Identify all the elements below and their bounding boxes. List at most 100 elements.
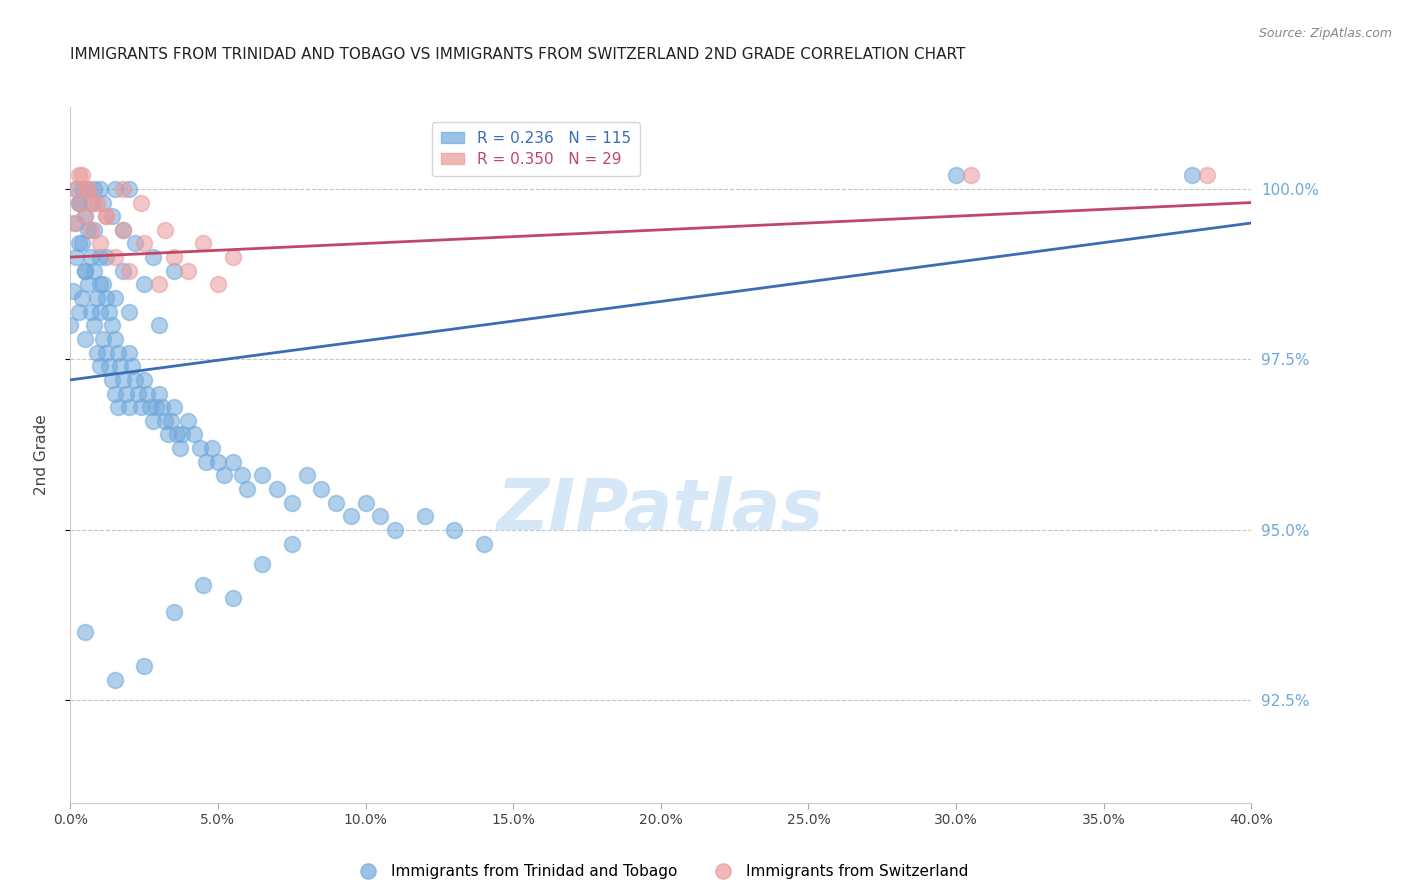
- Point: [139, 400, 162, 414]
- Point: [89, 359, 111, 374]
- Point: [132, 659, 156, 673]
- Point: [89, 304, 111, 318]
- Point: [281, 496, 304, 510]
- Point: [75, 332, 96, 346]
- Legend: Immigrants from Trinidad and Tobago, Immigrants from Switzerland: Immigrants from Trinidad and Tobago, Imm…: [347, 858, 974, 886]
- Point: [112, 223, 135, 237]
- Point: [153, 414, 176, 428]
- Point: [97, 359, 120, 374]
- Point: [70, 182, 93, 196]
- Point: [80, 223, 103, 237]
- Point: [368, 509, 391, 524]
- Point: [222, 250, 245, 264]
- Point: [91, 195, 114, 210]
- Point: [959, 168, 981, 182]
- Point: [75, 264, 96, 278]
- Point: [115, 386, 138, 401]
- Point: [104, 182, 127, 196]
- Point: [129, 400, 152, 414]
- Point: [325, 496, 347, 510]
- Point: [1195, 168, 1218, 182]
- Point: [118, 304, 141, 318]
- Point: [231, 468, 253, 483]
- Point: [183, 427, 205, 442]
- Point: [75, 264, 96, 278]
- Point: [124, 373, 146, 387]
- Point: [162, 400, 186, 414]
- Y-axis label: 2nd Grade: 2nd Grade: [35, 415, 49, 495]
- Point: [162, 250, 186, 264]
- Point: [472, 536, 495, 550]
- Point: [67, 195, 90, 210]
- Point: [145, 400, 167, 414]
- Point: [222, 591, 245, 606]
- Point: [86, 195, 108, 210]
- Point: [169, 441, 191, 455]
- Point: [89, 182, 111, 196]
- Point: [100, 318, 122, 333]
- Point: [148, 277, 170, 292]
- Point: [107, 400, 129, 414]
- Point: [70, 168, 93, 182]
- Point: [945, 168, 967, 182]
- Point: [236, 482, 259, 496]
- Point: [80, 304, 103, 318]
- Point: [121, 359, 143, 374]
- Point: [67, 195, 90, 210]
- Point: [207, 455, 229, 469]
- Point: [354, 496, 377, 510]
- Point: [59, 318, 82, 333]
- Point: [132, 236, 156, 251]
- Point: [62, 284, 84, 298]
- Point: [118, 182, 141, 196]
- Point: [142, 414, 165, 428]
- Point: [67, 304, 90, 318]
- Point: [191, 236, 214, 251]
- Point: [195, 455, 218, 469]
- Point: [89, 236, 111, 251]
- Point: [77, 182, 100, 196]
- Point: [112, 373, 135, 387]
- Point: [100, 209, 122, 223]
- Point: [188, 441, 211, 455]
- Point: [104, 250, 127, 264]
- Point: [142, 250, 165, 264]
- Point: [127, 386, 149, 401]
- Point: [118, 400, 141, 414]
- Point: [94, 345, 117, 359]
- Point: [77, 223, 100, 237]
- Point: [67, 236, 90, 251]
- Point: [118, 345, 141, 359]
- Point: [177, 414, 200, 428]
- Point: [75, 625, 96, 640]
- Point: [172, 427, 194, 442]
- Point: [207, 277, 229, 292]
- Point: [83, 318, 105, 333]
- Text: ZIPatlas: ZIPatlas: [498, 476, 824, 545]
- Point: [250, 468, 273, 483]
- Point: [112, 264, 135, 278]
- Point: [94, 250, 117, 264]
- Point: [65, 182, 87, 196]
- Point: [94, 209, 117, 223]
- Point: [212, 468, 235, 483]
- Point: [94, 291, 117, 305]
- Point: [132, 373, 156, 387]
- Point: [70, 291, 93, 305]
- Point: [100, 373, 122, 387]
- Point: [124, 236, 146, 251]
- Point: [89, 250, 111, 264]
- Point: [70, 236, 93, 251]
- Point: [91, 277, 114, 292]
- Point: [104, 386, 127, 401]
- Point: [77, 182, 100, 196]
- Point: [250, 557, 273, 571]
- Point: [112, 223, 135, 237]
- Point: [75, 209, 96, 223]
- Point: [77, 277, 100, 292]
- Point: [62, 216, 84, 230]
- Point: [65, 216, 87, 230]
- Point: [148, 318, 170, 333]
- Point: [83, 264, 105, 278]
- Point: [266, 482, 288, 496]
